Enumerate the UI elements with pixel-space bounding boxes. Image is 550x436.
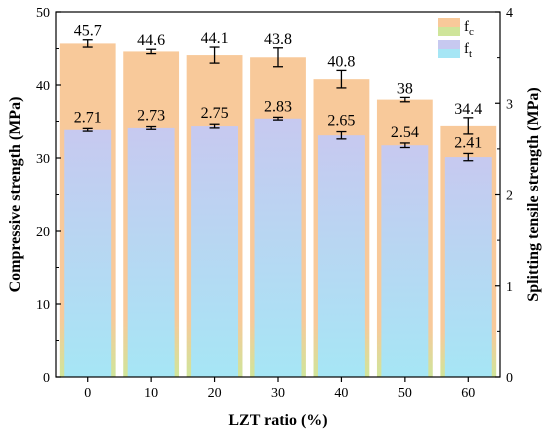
left-tick-label-30: 30 [36, 152, 50, 167]
ft-bar-0 [64, 129, 112, 377]
ft-bar-60 [444, 157, 492, 377]
ft-value-label-30: 2.83 [264, 98, 292, 115]
ft-value-label-10: 2.73 [137, 108, 165, 125]
x-tick-label-50: 50 [398, 386, 412, 401]
right-tick-label-1: 1 [506, 280, 513, 295]
fc-value-label-50: 38 [397, 80, 413, 97]
left-tick-label-10: 10 [36, 298, 50, 313]
fc-value-label-60: 34.4 [454, 101, 482, 118]
right-tick-label-0: 0 [506, 371, 513, 386]
left-tick-label-0: 0 [43, 371, 50, 386]
legend-swatch-ft-top [438, 40, 460, 49]
legend-label-subscript: c [469, 26, 474, 38]
fc-value-label-0: 45.7 [74, 23, 102, 40]
left-y-axis-title: Compressive strength (MPa) [7, 97, 24, 293]
x-tick-label-20: 20 [208, 386, 222, 401]
x-tick-label-30: 30 [271, 386, 285, 401]
legend-label-fc: fc [464, 19, 474, 38]
right-tick-label-2: 2 [506, 189, 513, 204]
ft-bar-50 [381, 145, 429, 377]
ft-value-label-60: 2.41 [454, 134, 482, 151]
ft-bar-20 [191, 126, 239, 377]
fc-value-label-20: 44.1 [201, 30, 229, 47]
ft-value-label-20: 2.75 [201, 105, 229, 122]
error-bars [82, 39, 474, 162]
x-tick-label-60: 60 [461, 386, 475, 401]
fc-value-label-10: 44.6 [137, 32, 165, 49]
left-tick-label-50: 50 [36, 6, 50, 21]
legend-label-base: f [464, 41, 469, 57]
x-axis-title: LZT ratio (%) [228, 412, 327, 429]
ft-bar-40 [317, 135, 365, 377]
ft-value-label-0: 2.71 [74, 109, 102, 126]
fc-value-label-30: 43.8 [264, 31, 292, 48]
ft-bars [64, 118, 492, 377]
legend-swatch-fc-bottom [438, 27, 460, 36]
x-tick-label-10: 10 [144, 386, 158, 401]
legend-label-subscript: t [469, 48, 472, 60]
legend-label-ft: ft [464, 41, 472, 60]
ft-value-label-50: 2.54 [391, 124, 419, 141]
right-y-axis-title: Splitting tensile strength (MPa) [525, 87, 542, 301]
right-tick-label-3: 3 [506, 97, 513, 112]
left-tick-label-20: 20 [36, 225, 50, 240]
ft-value-label-40: 2.65 [327, 113, 355, 130]
legend-swatch-ft-bottom [438, 49, 460, 58]
data-labels: 45.7 2.71 44.6 2.73 44.1 2.75 43.8 2.83 40.8 2.65… [74, 23, 483, 152]
x-tick-label-40: 40 [334, 386, 348, 401]
right-tick-label-4: 4 [506, 6, 513, 21]
legend-swatch-fc-top [438, 18, 460, 27]
fc-value-label-40: 40.8 [327, 53, 355, 70]
left-tick-label-40: 40 [36, 79, 50, 94]
ft-bar-10 [127, 127, 175, 377]
x-tick-label-0: 0 [84, 386, 91, 401]
ft-bar-30 [254, 118, 302, 377]
legend-label-base: f [464, 19, 469, 35]
